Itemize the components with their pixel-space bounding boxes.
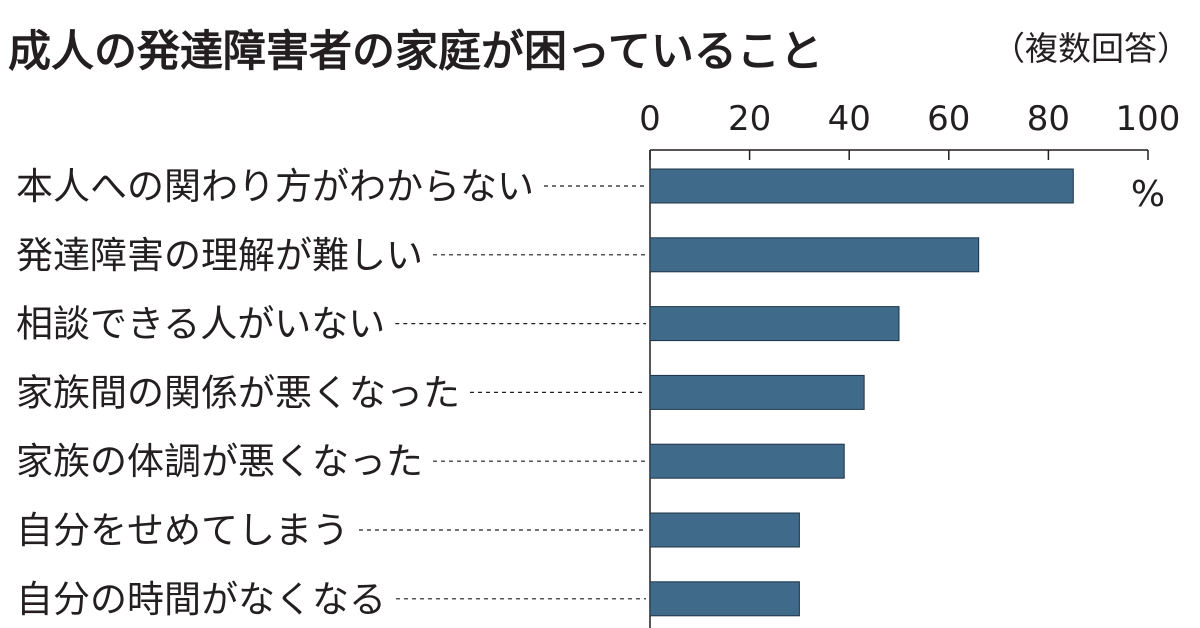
bar [649,306,900,342]
x-axis: 0 20 40 60 80 100 [639,99,1180,628]
bar [649,237,980,273]
x-tick-label: 60 [927,99,970,139]
category-label: 発達障害の理解が難しい [16,234,423,277]
bar [649,581,800,617]
category-label: 自分をせめてしまう [16,509,349,552]
category-label: 相談できる人がいない [16,303,385,346]
category-label: 自分の時間がなくなる [16,578,386,621]
chart-subtitle: （複数回答） [992,29,1190,68]
bar [649,512,800,548]
x-tick-label: 40 [828,99,871,139]
chart-title: 成人の発達障害者の家庭が困っていること [8,27,823,77]
x-tick-label: 20 [728,99,771,139]
category-label: 家族間の関係が悪くなった [16,371,460,414]
bar [649,443,845,479]
x-tick-label: 100 [1116,99,1181,139]
bar [649,168,1074,204]
bars [649,168,1074,617]
category-label: 本人への関わり方がわからない [16,165,534,208]
unit-label: % [1131,174,1165,215]
category-label: 家族の体調が悪くなった [16,440,423,483]
x-tick-label: 0 [639,99,661,139]
bar [649,374,865,410]
x-tick-label: 80 [1027,99,1070,139]
leader-lines [359,185,646,600]
category-labels: 本人への関わり方がわからない発達障害の理解が難しい相談できる人がいない家族間の関… [16,165,534,621]
